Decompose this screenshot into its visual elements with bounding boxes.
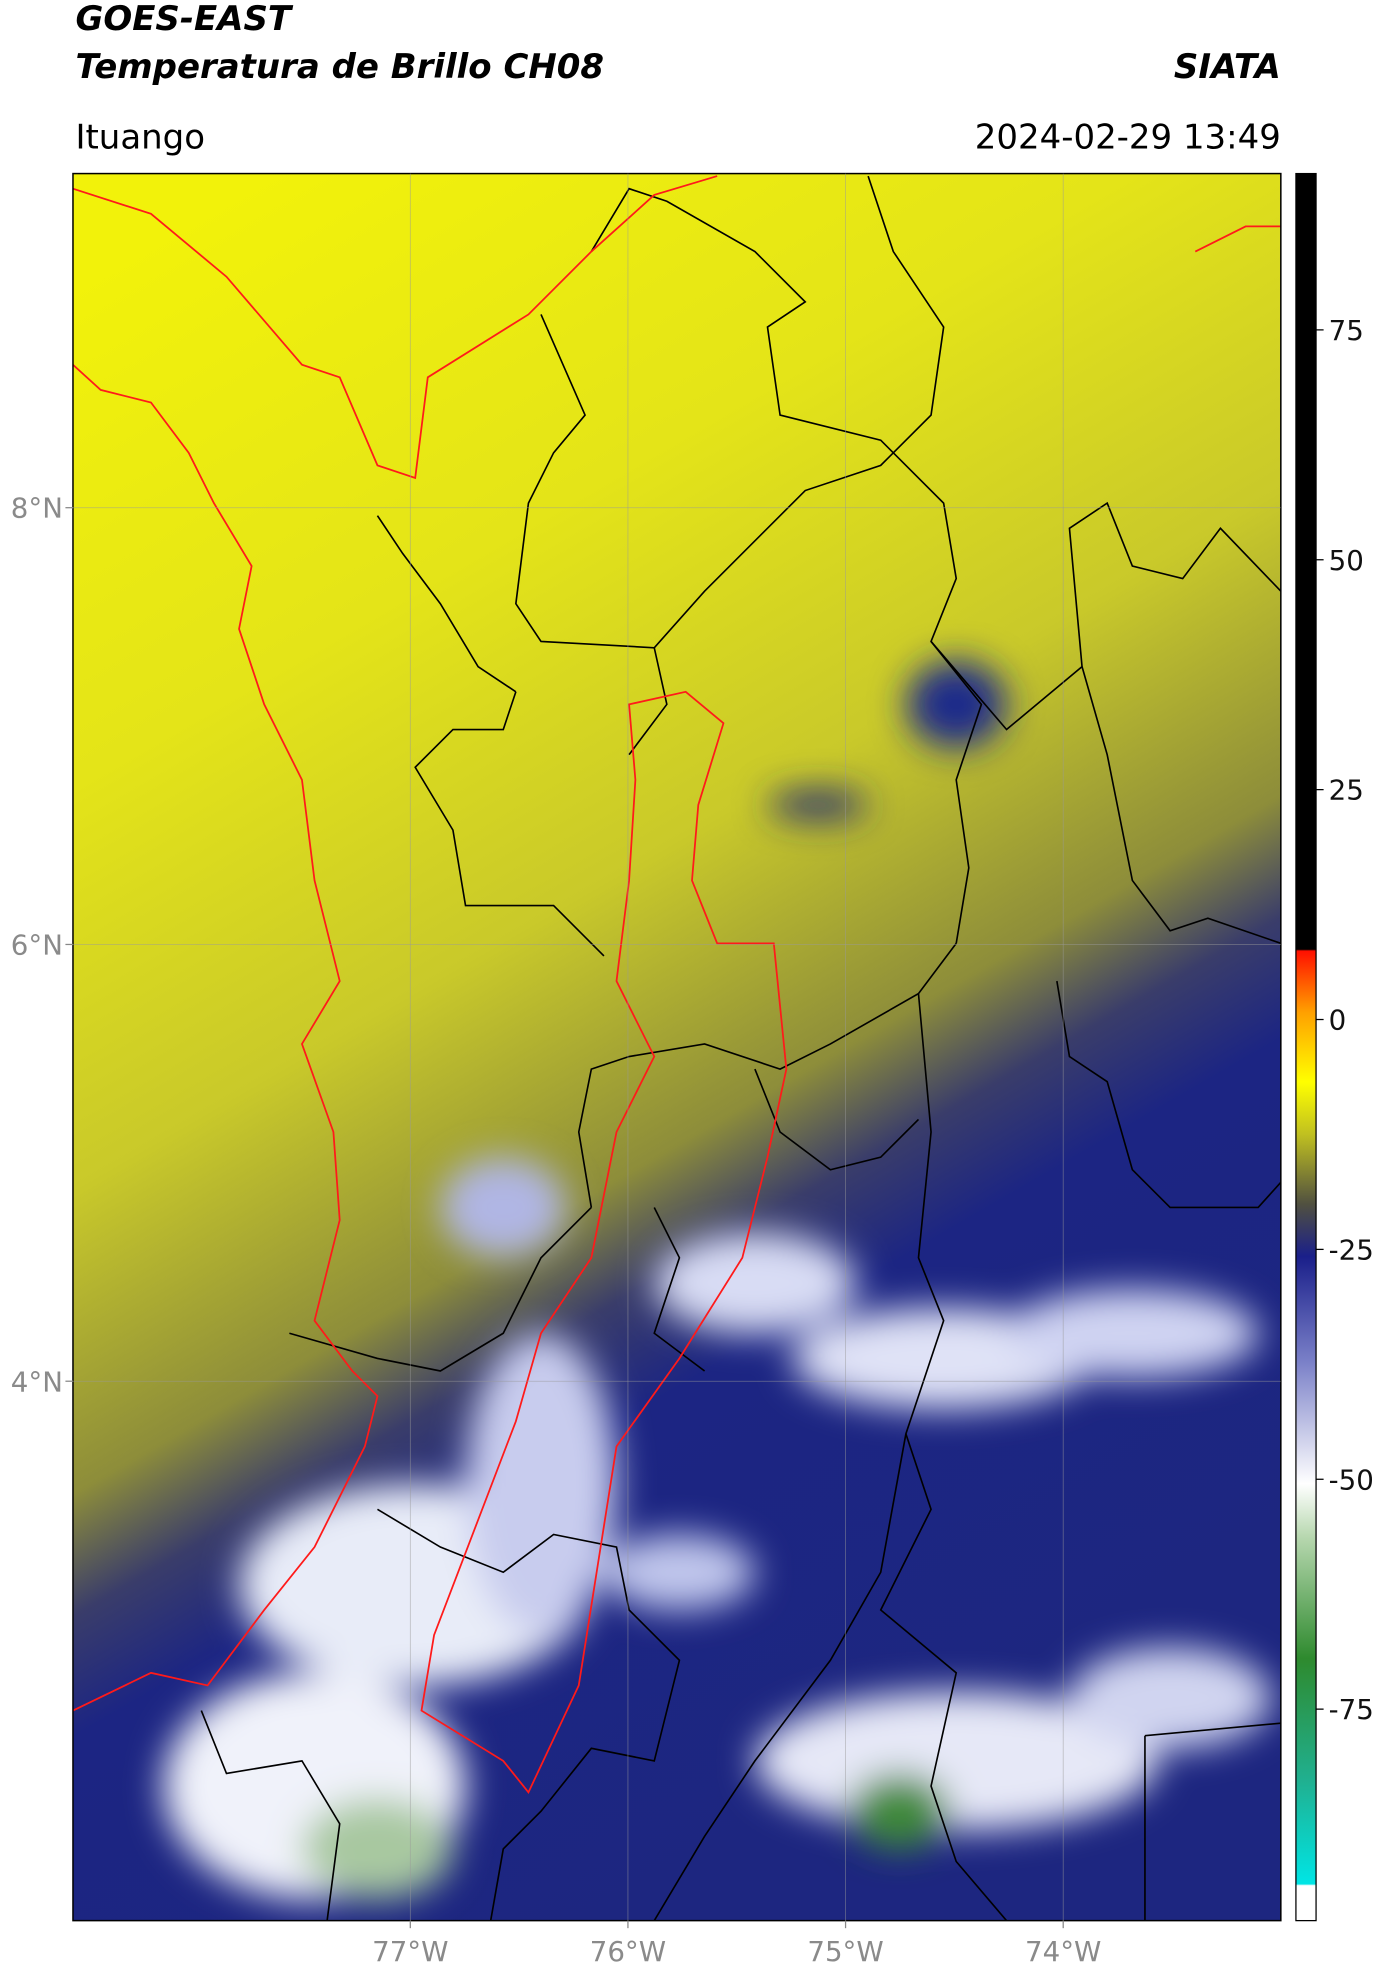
borders [200,175,1281,1921]
y-tick-label: 4°N [11,1365,63,1398]
coastline [72,175,1281,1794]
plot-frame [72,172,1282,1922]
x-tick-label: 74°W [1025,1935,1101,1968]
colorbar-tick-label: 25 [1329,774,1364,807]
map-image [72,173,1281,1921]
colorbar-tick-label: 0 [1329,1004,1347,1037]
location: Ituango [75,117,205,157]
subtitle: Temperatura de Brillo CH08 [75,47,604,87]
colorbar [1295,172,1317,1922]
datetime: 2024-02-29 13:49 [975,117,1281,157]
colorbar-tick-label: 50 [1329,544,1364,577]
ituango-basin [420,690,788,1794]
colorbar-tick-label: 75 [1329,314,1364,347]
x-tick-label: 77°W [372,1935,448,1968]
y-tick-label: 8°N [11,492,63,525]
y-tick-label: 6°N [11,929,63,962]
colorbar-tick-label: -25 [1329,1233,1374,1266]
x-tick-label: 75°W [807,1935,883,1968]
colorbar-tick-label: -75 [1329,1693,1374,1726]
agency: SIATA [1174,47,1281,87]
title: GOES-EAST [75,0,293,39]
colorbar-tick-label: -50 [1329,1463,1374,1496]
clouds [163,660,1271,1900]
x-tick-label: 76°W [590,1935,666,1968]
